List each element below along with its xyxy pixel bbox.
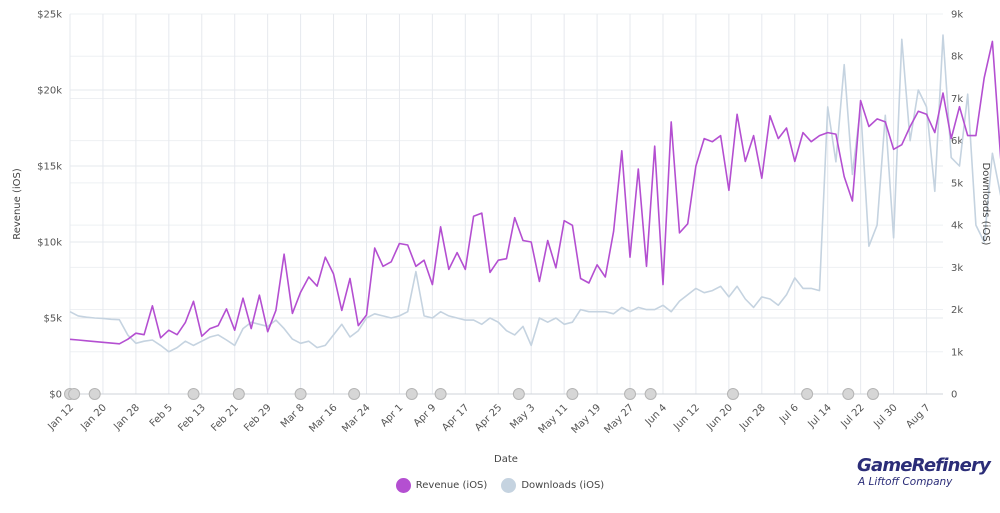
y-left-tick-label: $15k <box>37 162 62 173</box>
x-tick-label: Apr 9 <box>412 402 439 429</box>
event-marker <box>232 388 245 400</box>
y-axis-right-title: Downloads (iOS) <box>980 163 991 246</box>
event-marker <box>512 388 525 400</box>
event-marker <box>434 388 447 400</box>
y-right-tick-label: 9k <box>951 10 963 21</box>
y-right-tick-label: 3k <box>951 263 963 274</box>
x-tick-label: Jul 14 <box>806 402 834 430</box>
x-tick-label: Jul 30 <box>871 402 899 430</box>
y-left-tick-label: $0 <box>49 390 62 401</box>
event-markers <box>64 388 879 400</box>
grid <box>69 13 943 395</box>
x-tick-label: Jan 12 <box>45 402 76 433</box>
x-tick-label: Apr 1 <box>379 402 406 429</box>
event-marker <box>348 388 361 400</box>
y-left-tick-label: $10k <box>37 238 62 249</box>
x-tick-label: Feb 13 <box>176 402 208 434</box>
y-right-tick-label: 5k <box>951 178 963 189</box>
downloads-line <box>69 34 1000 353</box>
series-layer <box>69 34 1000 353</box>
x-tick-label: Mar 24 <box>340 402 372 434</box>
x-tick-label: Mar 16 <box>307 402 339 434</box>
y-right-tick-label: 0 <box>951 390 957 401</box>
x-tick-label: Jul 22 <box>839 402 867 430</box>
x-tick-label: May 19 <box>570 402 604 436</box>
gamerefinery-logo: GameRefinery A Liftoff Company <box>857 455 991 489</box>
logo-main-text: GameRefinery <box>857 455 991 476</box>
y-left-tick-label: $5k <box>43 314 62 325</box>
x-axis-title: Date <box>494 454 518 465</box>
x-tick-label: Mar 8 <box>279 402 307 430</box>
revenue-line <box>69 40 1000 345</box>
event-marker <box>405 388 418 400</box>
x-tick-label: Jun 12 <box>671 402 702 433</box>
legend: Revenue (iOS) Downloads (iOS) <box>0 478 1000 493</box>
y-right-tick-label: 7k <box>951 94 963 105</box>
x-tick-label: Feb 21 <box>209 402 241 434</box>
x-tick-label: Apr 17 <box>440 402 471 433</box>
event-marker <box>187 388 200 400</box>
y-left-tick-label: $20k <box>37 86 62 97</box>
logo-sub-text: A Liftoff Company <box>858 476 953 488</box>
downloads-swatch-icon <box>501 478 517 493</box>
legend-item-revenue[interactable]: Revenue (iOS) <box>395 478 488 493</box>
x-tick-label: Jan 20 <box>78 402 109 433</box>
x-tick-label: Jun 20 <box>704 402 735 433</box>
x-tick-label: Jun 4 <box>643 402 669 428</box>
y-axis-left-title: Revenue (iOS) <box>12 168 23 240</box>
x-tick-label: May 27 <box>603 402 637 436</box>
x-tick-label: Feb 5 <box>148 402 175 429</box>
y-axis-left: $0 $5k $10k $15k $20k $25k <box>37 10 62 401</box>
y-right-tick-label: 2k <box>951 305 963 316</box>
legend-label-downloads: Downloads (iOS) <box>521 480 605 491</box>
event-marker <box>88 388 101 400</box>
event-marker <box>294 388 307 400</box>
x-tick-label: Aug 7 <box>904 402 932 430</box>
event-marker <box>726 388 739 400</box>
event-marker <box>566 388 579 400</box>
x-tick-label: Apr 25 <box>473 402 504 433</box>
event-marker <box>842 388 855 400</box>
x-tick-label: Feb 29 <box>242 402 274 434</box>
legend-item-downloads[interactable]: Downloads (iOS) <box>501 478 604 493</box>
y-right-tick-label: 6k <box>951 136 963 147</box>
revenue-swatch-icon <box>395 478 411 493</box>
event-marker <box>866 388 879 400</box>
y-left-tick-label: $25k <box>37 10 62 21</box>
x-axis: Jan 12 Jan 20 Jan 28 Feb 5 Feb 13 Feb 21 Feb 2… <box>45 402 932 436</box>
x-tick-label: May 3 <box>508 402 537 431</box>
event-marker <box>644 388 657 400</box>
legend-label-revenue: Revenue (iOS) <box>415 480 488 491</box>
event-marker <box>68 388 81 400</box>
x-tick-label: Jul 6 <box>777 402 801 426</box>
x-tick-label: Jun 28 <box>737 402 768 433</box>
y-right-tick-label: 1k <box>951 347 963 358</box>
y-right-tick-label: 8k <box>951 52 963 63</box>
x-tick-label: Jan 28 <box>111 402 142 433</box>
revenue-downloads-chart: $0 $5k $10k $15k $20k $25k 0 1k 2k 3k 4k 5k 6k 7k 8k 9… <box>12 10 1000 465</box>
x-tick-label: May 11 <box>537 402 571 436</box>
event-marker <box>624 388 637 400</box>
y-right-tick-label: 4k <box>951 221 963 232</box>
y-axis-right: 0 1k 2k 3k 4k 5k 6k 7k 8k 9k <box>951 10 963 401</box>
event-marker <box>801 388 814 400</box>
